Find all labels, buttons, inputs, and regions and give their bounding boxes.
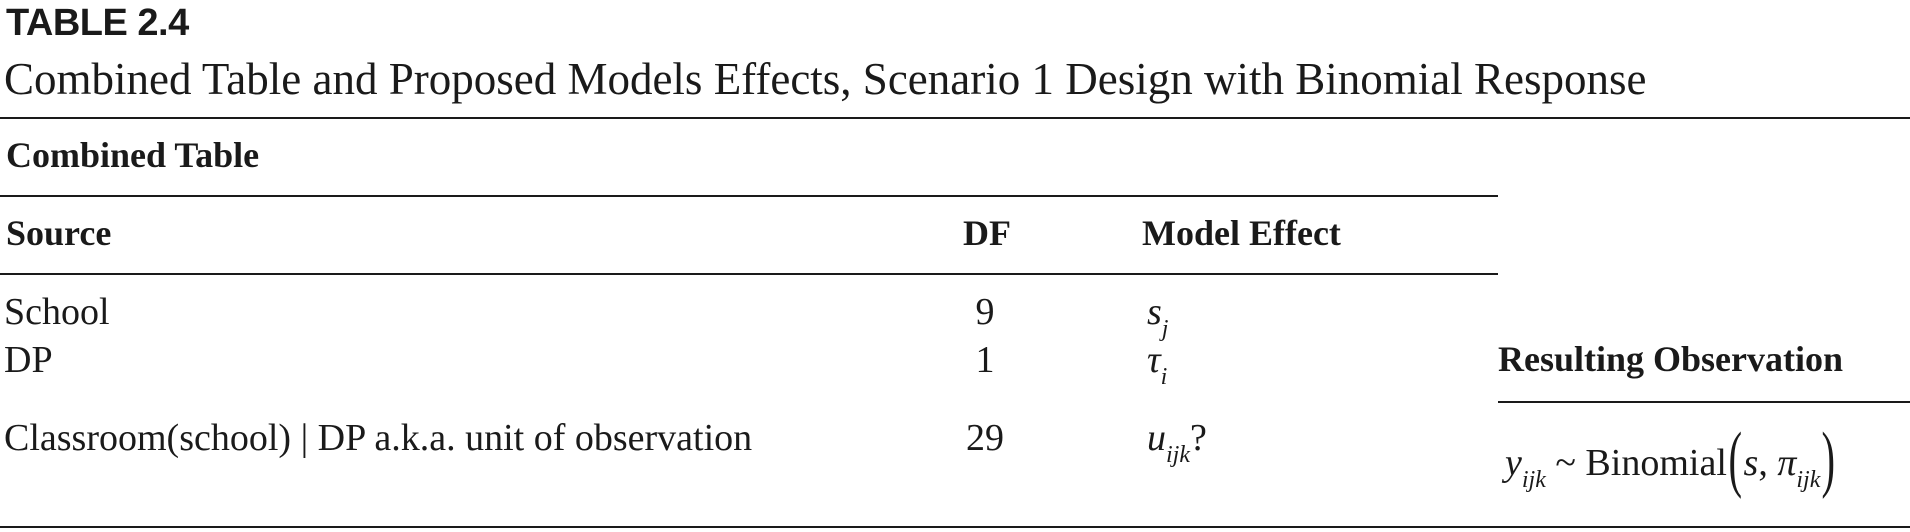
observation-arg2-subscript: ijk — [1796, 467, 1821, 493]
col-header-source: Source — [6, 213, 112, 253]
close-paren: ) — [1821, 418, 1836, 500]
table-row-source: DP — [4, 339, 53, 381]
observation-relation: ~ Binomial — [1555, 442, 1727, 484]
observation-rule — [1498, 401, 1910, 403]
observation-arg2: π — [1777, 442, 1797, 484]
section-title: Combined Table — [6, 135, 260, 175]
header-rule — [0, 273, 1498, 275]
effect-subscript: ijk — [1166, 442, 1190, 468]
effect-symbol: s — [1147, 291, 1162, 333]
effect-suffix: ? — [1190, 417, 1207, 459]
col-header-model-effect: Model Effect — [1142, 213, 1341, 253]
observation-arg1: s — [1743, 442, 1759, 484]
col-header-resulting-observation: Resulting Observation — [1498, 339, 1844, 379]
observation-formula: yijk ~ Binomial(s, πijk) — [1505, 414, 1837, 496]
table-row-df: 29 — [966, 417, 1004, 459]
effect-symbol: τ — [1147, 339, 1161, 381]
table-row-df: 1 — [975, 339, 995, 381]
effect-subscript: i — [1160, 364, 1168, 390]
open-paren: ( — [1728, 418, 1742, 500]
effect-symbol: u — [1147, 417, 1166, 459]
table-row-df: 9 — [975, 291, 995, 333]
effect-subscript: j — [1161, 316, 1169, 342]
table-row-effect: sj — [1147, 290, 1168, 342]
observation-var-subscript: ijk — [1521, 467, 1546, 493]
table-row-source: Classroom(school) | DP a.k.a. unit of ob… — [4, 417, 753, 459]
observation-separator: , — [1758, 442, 1778, 484]
bottom-rule — [0, 526, 1910, 528]
table-label: TABLE 2.4 — [6, 2, 189, 44]
table-caption: Combined Table and Proposed Models Effec… — [4, 54, 1647, 104]
table-row-effect: uijk? — [1147, 416, 1207, 468]
top-rule — [0, 117, 1910, 119]
observation-var: y — [1505, 442, 1522, 484]
col-header-df: DF — [963, 213, 1011, 253]
table-row-effect: τi — [1147, 338, 1167, 390]
section-rule — [0, 195, 1498, 197]
table-row-source: School — [4, 291, 110, 333]
